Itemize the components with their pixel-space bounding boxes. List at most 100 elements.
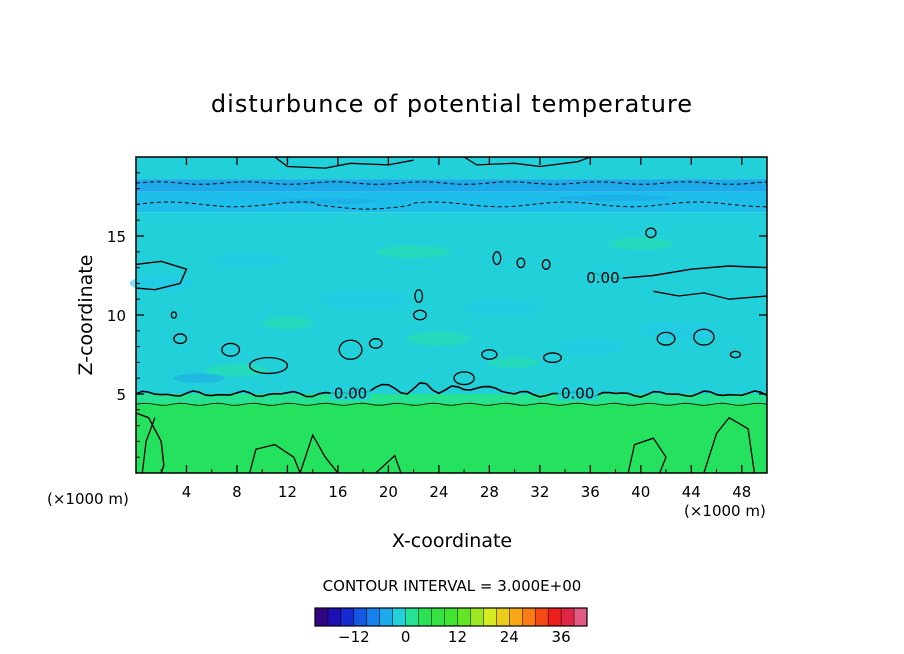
contour-fill-patch-8 <box>205 363 269 377</box>
contour-fill-patch-1 <box>211 253 288 267</box>
contour-band-5 <box>136 157 767 180</box>
colorbar-swatch-18 <box>548 608 562 626</box>
contour-loop-7 <box>481 349 498 360</box>
y-tick-label-0: 5 <box>116 386 126 404</box>
contour-line-top-2 <box>463 156 591 168</box>
contour-band-4 <box>136 179 767 192</box>
contour-fill-patch-9 <box>489 356 540 368</box>
colorbar-swatch-7 <box>405 608 419 626</box>
colorbar-swatch-1 <box>327 608 342 626</box>
contour-loop-15 <box>516 257 526 269</box>
colorbar-swatch-14 <box>496 608 510 626</box>
x-axis-tick-labels: 4 8 12 16 20 24 28 32 36 40 44 48 <box>182 483 752 501</box>
colorbar-swatch-19 <box>561 608 575 626</box>
contour-line-right-mid <box>653 290 768 300</box>
colorbar-swatch-20 <box>574 608 588 626</box>
colorbar-swatch-10 <box>444 608 458 626</box>
contour-loop-12 <box>170 311 178 319</box>
y-unit-label: (×1000 m) <box>47 490 129 508</box>
contour-label-1: 0.00 <box>561 384 594 402</box>
x-tick-label-4: 20 <box>379 483 398 501</box>
colorbar-swatch-0 <box>315 608 329 626</box>
contour-fill-patch-11 <box>609 237 673 251</box>
contour-label-0: 0.00 <box>334 384 367 402</box>
x-tick-label-0: 4 <box>182 483 192 501</box>
contour-loop-13 <box>414 289 424 304</box>
contour-lines <box>135 156 768 474</box>
colorbar-swatch-16 <box>522 608 536 626</box>
colorbar-swatch-13 <box>483 608 497 626</box>
contour-loop-11 <box>729 350 742 359</box>
y-axis-tick-labels: 5 10 15 <box>107 228 126 404</box>
x-tick-label-1: 8 <box>232 483 242 501</box>
contour-label-2: 0.00 <box>586 269 619 287</box>
contour-line-cell-4 <box>299 433 339 474</box>
contour-fill-patch-10 <box>375 245 452 259</box>
colorbar-swatch-9 <box>431 608 445 626</box>
contour-line-cell-2 <box>141 417 156 474</box>
colorbar-tick-label-0: −12 <box>338 628 370 646</box>
chart-title: disturbunce of potential temperature <box>211 90 693 118</box>
contour-line-cell-6 <box>627 437 667 474</box>
contour-fill-patch-4 <box>558 338 622 355</box>
contour-fill-patch-12 <box>274 198 376 205</box>
y-axis-label: Z-coordinate <box>75 255 97 376</box>
contour-label-bg-2 <box>582 268 623 286</box>
contour-fill-bands <box>136 157 767 473</box>
x-unit-label: (×1000 m) <box>684 502 766 520</box>
x-tick-label-5: 24 <box>429 483 448 501</box>
contour-loop-8 <box>542 352 562 364</box>
contour-loop-6 <box>453 371 475 386</box>
colorbar-swatch-3 <box>353 608 368 626</box>
colorbar-swatch-6 <box>392 608 406 626</box>
contour-line-cell-5 <box>375 454 402 474</box>
x-tick-label-7: 32 <box>530 483 549 501</box>
colorbar-swatch-2 <box>340 608 355 626</box>
contour-line-cell-3 <box>248 443 301 474</box>
contour-loop-17 <box>645 227 657 239</box>
contour-loop-9 <box>656 331 676 346</box>
contour-interval-text: CONTOUR INTERVAL = 3.000E+00 <box>323 577 582 595</box>
x-tick-label-8: 36 <box>581 483 600 501</box>
contour-loop-14 <box>492 251 502 266</box>
colorbar-frame <box>314 607 588 627</box>
colorbar-swatch-4 <box>366 608 381 626</box>
contour-band-0 <box>136 403 767 473</box>
contour-band-3 <box>136 191 767 213</box>
contour-fill-patch-6 <box>262 316 313 330</box>
colorbar-tick-label-3: 24 <box>500 628 519 646</box>
contour-loop-3 <box>338 339 363 360</box>
x-tick-label-9: 40 <box>631 483 650 501</box>
contour-loop-1 <box>221 342 241 357</box>
contour-fill-patch-13 <box>558 194 673 202</box>
contour-label-bg-1 <box>557 383 598 401</box>
contour-line-cell-7 <box>703 416 756 474</box>
contour-line-dashed-lower <box>135 201 767 210</box>
x-tick-label-10: 44 <box>682 483 701 501</box>
contour-loop-5 <box>412 309 427 321</box>
contour-line-dashed-upper <box>135 181 768 185</box>
plot-area: 0.00 0.00 0.00 <box>129 156 768 474</box>
axis-ticks <box>136 157 767 473</box>
contour-line-top-1 <box>274 156 414 169</box>
contour-label-bg-0 <box>330 383 371 401</box>
contour-fill-patch-2 <box>318 289 408 309</box>
colorbar-tick-label-2: 12 <box>448 628 467 646</box>
colorbar-tick-labels: −12 0 12 24 36 <box>338 628 571 646</box>
contour-loop-16 <box>541 259 551 270</box>
x-tick-label-3: 16 <box>328 483 347 501</box>
colorbar-swatch-5 <box>379 608 394 626</box>
y-tick-label-2: 15 <box>107 228 126 246</box>
contour-fill-patch-3 <box>464 299 540 315</box>
colorbar-swatch-17 <box>535 608 549 626</box>
contour-fill-patch-5 <box>640 322 717 340</box>
contour-band-1 <box>136 394 767 404</box>
colorbar-tick-label-1: 0 <box>401 628 411 646</box>
contour-loop-0 <box>173 333 188 345</box>
contour-line-cell-1 <box>135 412 165 474</box>
x-tick-label-11: 48 <box>732 483 751 501</box>
colorbar-swatch-11 <box>457 608 471 626</box>
colorbar-swatch-12 <box>470 608 484 626</box>
contour-loop-2 <box>248 357 289 375</box>
